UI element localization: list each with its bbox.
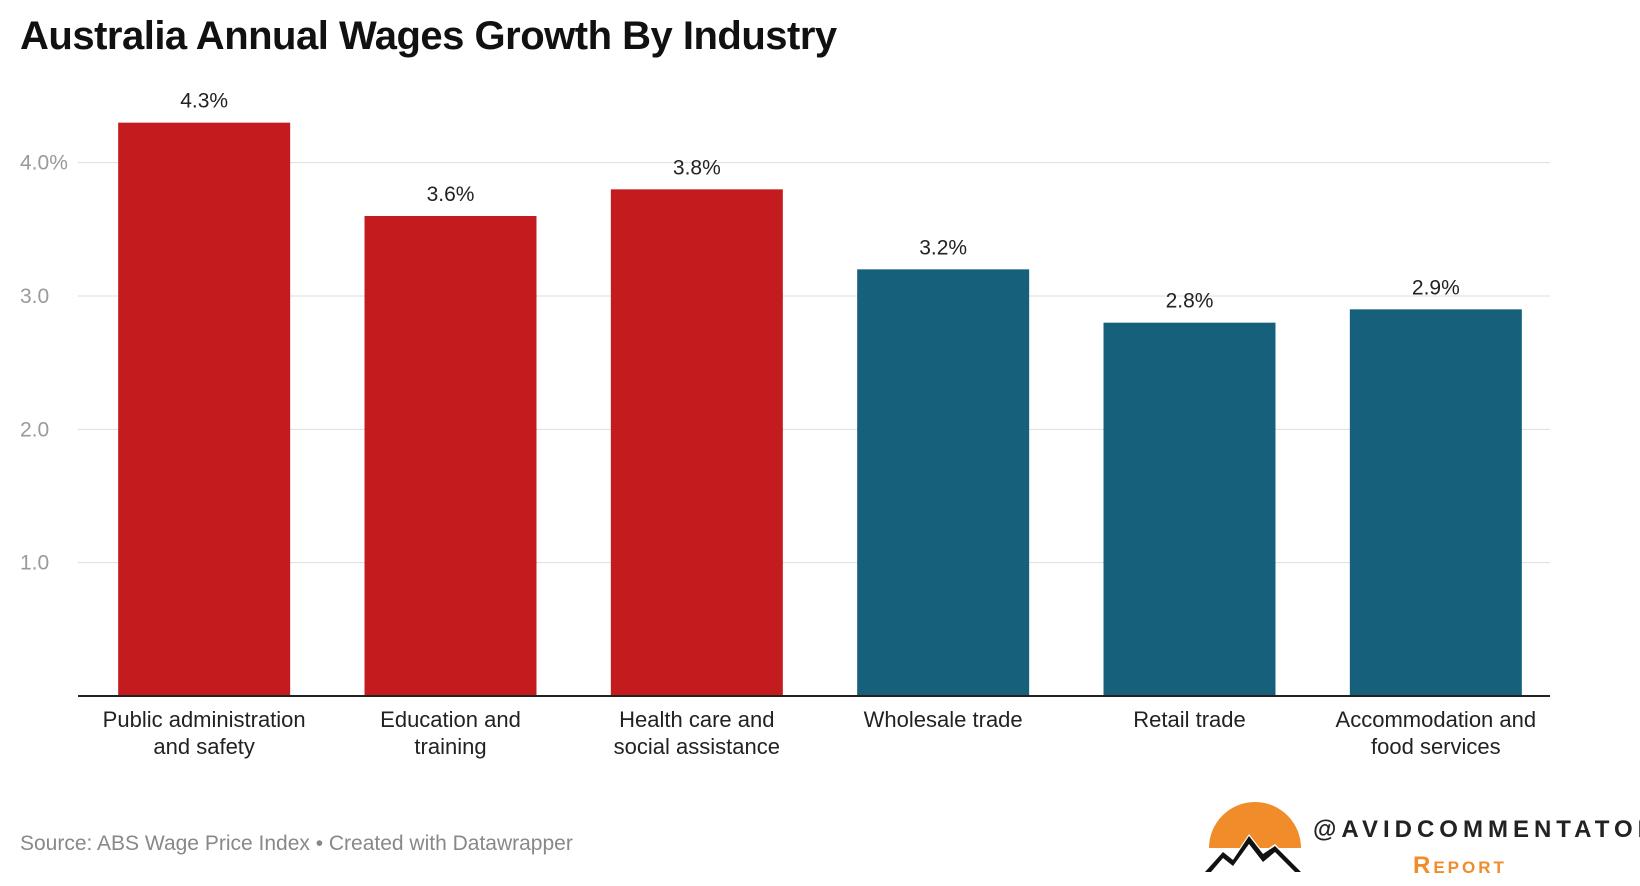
mountain-sun-icon xyxy=(1205,802,1301,872)
x-tick-label: Accommodation and xyxy=(1336,707,1537,732)
brand-subtitle: Report xyxy=(1413,852,1507,879)
bar xyxy=(118,122,291,696)
data-label: 4.3% xyxy=(180,90,228,113)
data-label: 3.8% xyxy=(673,156,721,179)
brand-handle: @AVIDCOMMENTATOR xyxy=(1313,816,1640,843)
source-note: Source: ABS Wage Price Index • Created w… xyxy=(20,832,573,855)
x-tick-label: Wholesale trade xyxy=(864,707,1023,732)
y-tick-label: 4.0% xyxy=(20,152,68,175)
y-tick-label: 3.0 xyxy=(20,285,49,308)
bar xyxy=(1349,309,1522,696)
bar xyxy=(364,216,537,696)
chart-title: Australia Annual Wages Growth By Industr… xyxy=(20,14,837,58)
bar xyxy=(857,269,1030,696)
x-tick-label: Health care and xyxy=(619,707,774,732)
x-tick-label: food services xyxy=(1371,734,1501,759)
data-label: 3.2% xyxy=(919,236,967,259)
data-label: 2.9% xyxy=(1412,276,1460,299)
brand-logo: @AVIDCOMMENTATOR Report xyxy=(1205,800,1640,886)
data-label: 2.8% xyxy=(1166,290,1214,313)
x-tick-label: and safety xyxy=(153,734,255,759)
x-tick-label: training xyxy=(414,734,486,759)
y-tick-label: 1.0 xyxy=(20,552,49,575)
x-tick-label: Public administration xyxy=(103,707,306,732)
y-tick-label: 2.0 xyxy=(20,418,49,441)
x-tick-label: social assistance xyxy=(614,734,780,759)
bar xyxy=(1103,322,1276,696)
x-tick-label: Education and xyxy=(380,707,521,732)
data-label: 3.6% xyxy=(427,183,475,206)
bar xyxy=(610,189,783,697)
x-tick-label: Retail trade xyxy=(1133,707,1246,732)
